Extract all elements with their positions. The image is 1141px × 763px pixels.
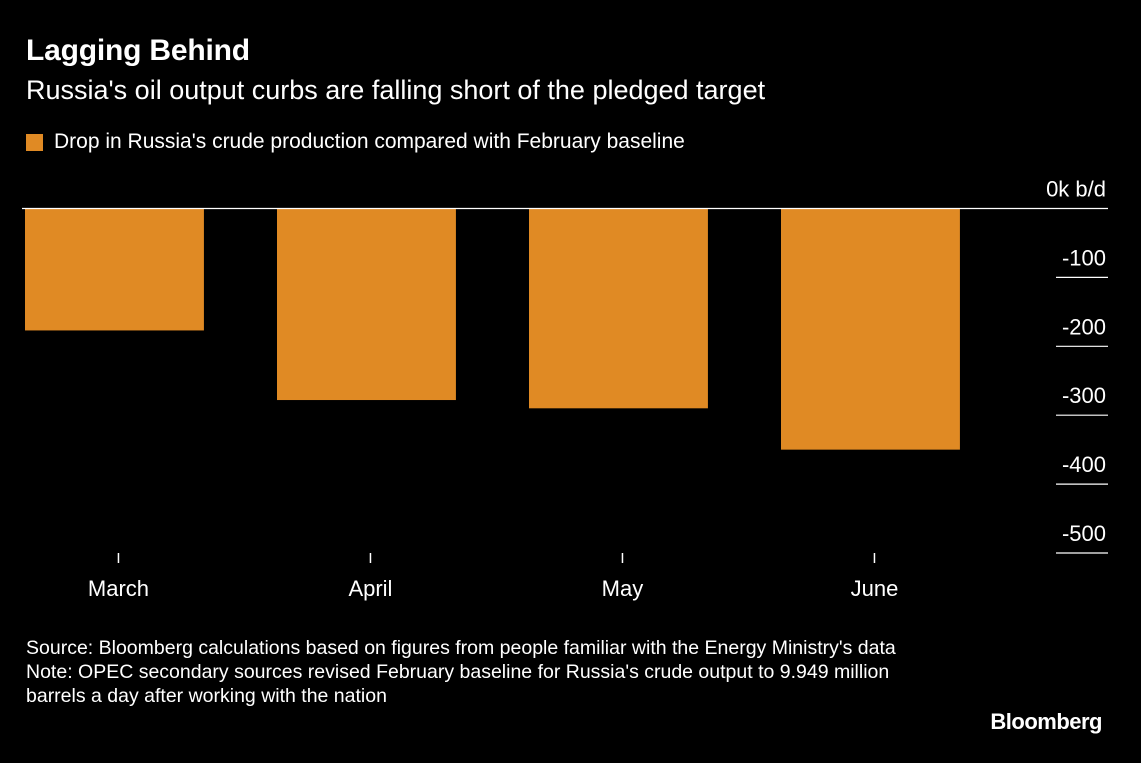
y-tick-label: -400 — [1062, 452, 1106, 477]
chart-subtitle: Russia's oil output curbs are falling sh… — [26, 75, 766, 105]
legend: Drop in Russia's crude production compar… — [26, 130, 685, 154]
bar-june — [781, 208, 960, 450]
y-tick-label: -200 — [1062, 314, 1106, 339]
legend-label: Drop in Russia's crude production compar… — [54, 130, 685, 153]
x-tick-label: April — [348, 576, 392, 601]
x-tick-label: May — [602, 576, 644, 601]
x-tick-label: March — [88, 576, 149, 601]
y-tick-label: -300 — [1062, 383, 1106, 408]
y-tick-label: -100 — [1062, 245, 1106, 270]
bar-april — [277, 208, 456, 401]
footnote: Note: OPEC secondary sources revised Feb… — [26, 661, 890, 707]
legend-swatch — [26, 133, 43, 151]
bar-march — [25, 208, 204, 331]
y-tick-label: 0k b/d — [1046, 177, 1106, 202]
x-tick-label: June — [851, 576, 899, 601]
bloomberg-logo: Bloomberg — [990, 709, 1102, 734]
bar-may — [529, 208, 708, 409]
y-tick-label: -500 — [1062, 521, 1106, 546]
source-note: Source: Bloomberg calculations based on … — [26, 637, 896, 659]
footer: Source: Bloomberg calculations based on … — [26, 636, 926, 708]
chart-title: Lagging Behind — [26, 34, 250, 67]
